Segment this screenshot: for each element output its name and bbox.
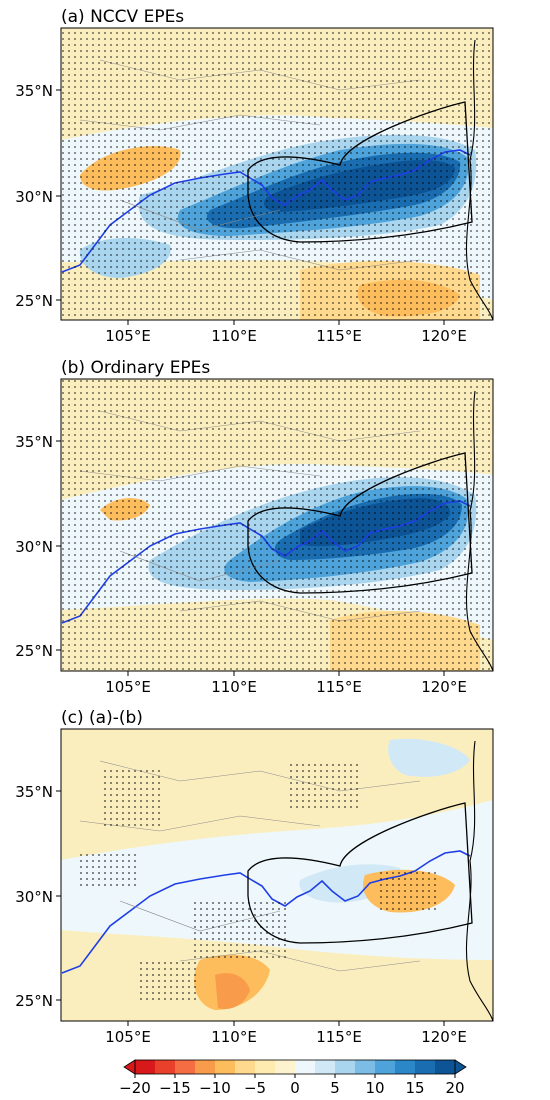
x-tick-label: 105°E xyxy=(105,327,151,345)
colorbar-tick-label: −15 xyxy=(159,1079,191,1097)
panel-b: (b) Ordinary EPEs 35°N 30°N 25°N xyxy=(15,358,494,696)
colorbar-segment xyxy=(275,1060,296,1074)
panel-b-title: (b) Ordinary EPEs xyxy=(61,358,210,378)
y-tick-label: 25°N xyxy=(15,992,53,1010)
y-tick-label: 30°N xyxy=(15,888,53,906)
colorbar-tick-label: −5 xyxy=(244,1079,266,1097)
x-tick-label: 115°E xyxy=(316,327,362,345)
colorbar-segment xyxy=(255,1060,276,1074)
colorbar-segment xyxy=(215,1060,236,1074)
x-tick-label: 110°E xyxy=(211,678,257,696)
y-tick-label: 30°N xyxy=(15,538,53,556)
y-tick-label: 35°N xyxy=(15,783,53,801)
panel-a-map xyxy=(60,27,494,321)
x-tick-label: 115°E xyxy=(316,1028,362,1046)
colorbar-segment xyxy=(195,1060,216,1074)
colorbar-segment xyxy=(175,1060,196,1074)
colorbar: −20 −15 −10 −5 0 5 10 15 20 xyxy=(119,1059,467,1097)
x-tick-label: 105°E xyxy=(105,1028,151,1046)
panel-c-x-axis: 105°E 110°E 115°E 120°E xyxy=(105,1021,467,1046)
colorbar-tick-label: 0 xyxy=(290,1079,300,1097)
colorbar-tick-label: 20 xyxy=(445,1079,464,1097)
y-tick-label: 35°N xyxy=(15,82,53,100)
colorbar-segment xyxy=(395,1060,416,1074)
panel-a: (a) NCCV EPEs 35°N 30°N 25°N xyxy=(15,7,494,345)
colorbar-segment xyxy=(415,1060,436,1074)
colorbar-tick-label: 5 xyxy=(330,1079,340,1097)
x-tick-label: 120°E xyxy=(421,678,467,696)
panel-c-y-axis: 35°N 30°N 25°N xyxy=(15,783,61,1010)
colorbar-segment xyxy=(135,1060,156,1074)
panel-a-x-axis: 105°E 110°E 115°E 120°E xyxy=(105,320,467,345)
panel-c-title: (c) (a)-(b) xyxy=(61,708,143,728)
colorbar-min-arrow xyxy=(123,1059,136,1075)
colorbar-segment xyxy=(295,1060,316,1074)
y-tick-label: 35°N xyxy=(15,433,53,451)
panel-c-map xyxy=(60,728,494,1022)
colorbar-max-arrow xyxy=(454,1059,467,1075)
colorbar-segment xyxy=(435,1060,456,1074)
x-tick-label: 105°E xyxy=(105,678,151,696)
panel-c: (c) (a)-(b) xyxy=(15,708,494,1046)
y-tick-label: 30°N xyxy=(15,188,53,206)
x-tick-label: 110°E xyxy=(211,1028,257,1046)
colorbar-tick-label: −20 xyxy=(119,1079,151,1097)
colorbar-segment xyxy=(335,1060,356,1074)
colorbar-segment xyxy=(155,1060,176,1074)
panel-b-x-axis: 105°E 110°E 115°E 120°E xyxy=(105,671,467,696)
y-tick-label: 25°N xyxy=(15,642,53,660)
colorbar-segment xyxy=(315,1060,336,1074)
colorbar-ticks: −20 −15 −10 −5 0 5 10 15 20 xyxy=(119,1074,465,1097)
colorbar-tick-label: 15 xyxy=(405,1079,424,1097)
panel-a-y-axis: 35°N 30°N 25°N xyxy=(15,82,61,310)
x-tick-label: 110°E xyxy=(211,327,257,345)
colorbar-tick-label: 10 xyxy=(365,1079,384,1097)
colorbar-segment xyxy=(235,1060,256,1074)
colorbar-segments xyxy=(135,1060,456,1074)
x-tick-label: 120°E xyxy=(421,327,467,345)
colorbar-tick-label: −10 xyxy=(199,1079,231,1097)
panel-b-map xyxy=(60,378,494,672)
x-tick-label: 115°E xyxy=(316,678,362,696)
colorbar-segment xyxy=(355,1060,376,1074)
colorbar-segment xyxy=(375,1060,396,1074)
panel-a-title: (a) NCCV EPEs xyxy=(61,7,184,27)
x-tick-label: 120°E xyxy=(421,1028,467,1046)
panel-b-y-axis: 35°N 30°N 25°N xyxy=(15,433,61,660)
panel-c-stipple xyxy=(80,760,440,1000)
y-tick-label: 25°N xyxy=(15,292,53,310)
